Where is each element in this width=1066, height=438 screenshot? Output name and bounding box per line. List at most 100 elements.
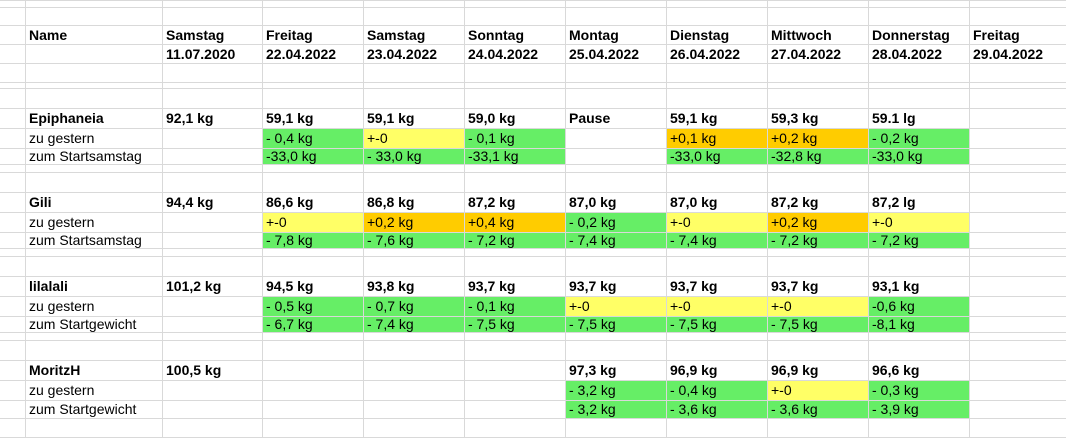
weight-value[interactable]: 59,3 kg (771, 110, 819, 126)
weight-value[interactable]: 59,1 kg (367, 110, 415, 126)
delta-cell[interactable]: - 0,4 kg (263, 129, 363, 148)
delta-cell[interactable]: - 7,4 kg (364, 317, 464, 332)
weight-value[interactable] (364, 361, 464, 380)
row-label[interactable]: zum Startgewicht (29, 401, 137, 417)
delta-cell[interactable] (970, 401, 1066, 418)
weight-value[interactable]: 59,1 kg (670, 110, 718, 126)
header-date[interactable]: 27.04.2022 (771, 46, 842, 62)
delta-cell[interactable] (566, 129, 666, 148)
weight-value[interactable]: 96,9 kg (670, 362, 718, 378)
delta-cell[interactable]: +-0 (667, 213, 767, 232)
delta-cell[interactable] (364, 381, 464, 400)
delta-cell[interactable]: - 3,6 kg (667, 401, 767, 418)
weight-value[interactable] (970, 361, 1066, 380)
delta-cell[interactable] (163, 233, 262, 248)
delta-cell[interactable] (970, 213, 1066, 232)
delta-cell[interactable]: - 7,2 kg (768, 233, 868, 248)
delta-cell[interactable] (465, 401, 565, 418)
header-date[interactable]: 25.04.2022 (569, 46, 640, 62)
delta-cell[interactable] (163, 149, 262, 164)
weight-value[interactable] (970, 277, 1066, 296)
delta-cell[interactable] (163, 401, 262, 418)
header-weekday[interactable]: Freitag (266, 27, 313, 43)
header-weekday[interactable]: Samstag (166, 27, 225, 43)
delta-cell[interactable] (970, 129, 1066, 148)
weight-value[interactable]: 59,0 kg (468, 110, 516, 126)
weight-value[interactable]: 86,8 kg (367, 194, 415, 210)
delta-cell[interactable]: -33,0 kg (667, 149, 767, 164)
weight-value[interactable]: 93,1 kg (872, 278, 920, 294)
weight-value[interactable]: 59.1 lg (872, 110, 916, 126)
delta-cell[interactable]: +-0 (364, 129, 464, 148)
weight-value[interactable]: 101,2 kg (166, 278, 222, 294)
header-date[interactable]: 26.04.2022 (670, 46, 741, 62)
delta-cell[interactable]: - 0,1 kg (465, 297, 565, 316)
row-label[interactable]: zum Startgewicht (29, 317, 137, 332)
delta-cell[interactable]: +0,1 kg (667, 129, 767, 148)
delta-cell[interactable]: +0,2 kg (364, 213, 464, 232)
header-weekday[interactable]: Donnerstag (872, 27, 950, 43)
delta-cell[interactable]: - 7,2 kg (465, 233, 565, 248)
delta-cell[interactable]: - 7,4 kg (667, 233, 767, 248)
row-label[interactable]: zu gestern (29, 382, 95, 398)
delta-cell[interactable]: - 0,2 kg (566, 213, 666, 232)
person-name[interactable]: lilalali (29, 278, 68, 294)
delta-cell[interactable]: - 7,8 kg (263, 233, 363, 248)
weight-value[interactable]: 86,6 kg (266, 194, 314, 210)
header-date[interactable]: 29.04.2022 (973, 46, 1044, 62)
header-date[interactable]: 11.07.2020 (166, 46, 236, 62)
delta-cell[interactable]: +-0 (667, 297, 767, 316)
delta-cell[interactable]: +0,2 kg (768, 129, 868, 148)
delta-cell[interactable]: +0,4 kg (465, 213, 565, 232)
delta-cell[interactable]: - 6,7 kg (263, 317, 363, 332)
weight-value[interactable]: 87,0 kg (569, 194, 617, 210)
weight-value[interactable] (263, 361, 363, 380)
delta-cell[interactable] (970, 297, 1066, 316)
row-label[interactable]: zum Startsamstag (29, 233, 142, 248)
delta-cell[interactable]: - 0,4 kg (667, 381, 767, 400)
delta-cell[interactable]: +0,2 kg (768, 213, 868, 232)
person-name[interactable]: Epiphaneia (29, 110, 104, 126)
weight-value[interactable]: 93,8 kg (367, 278, 415, 294)
delta-cell[interactable] (970, 381, 1066, 400)
delta-cell[interactable]: - 0,7 kg (364, 297, 464, 316)
weight-value[interactable]: 93,7 kg (468, 278, 516, 294)
delta-cell[interactable]: - 33,0 kg (364, 149, 464, 164)
header-date[interactable]: 24.04.2022 (468, 46, 539, 62)
delta-cell[interactable]: - 7,5 kg (768, 317, 868, 332)
delta-cell[interactable]: - 0,2 kg (869, 129, 969, 148)
weight-value[interactable]: 87,2 kg (468, 194, 516, 210)
weight-value[interactable]: 100,5 kg (166, 362, 222, 378)
delta-cell[interactable]: +-0 (768, 381, 868, 400)
header-name[interactable]: Name (29, 27, 68, 43)
row-label[interactable]: zum Startsamstag (29, 149, 142, 164)
delta-cell[interactable]: - 0,5 kg (263, 297, 363, 316)
row-label[interactable]: zu gestern (29, 298, 95, 314)
weight-value[interactable]: 93,7 kg (569, 278, 617, 294)
delta-cell[interactable]: - 7,5 kg (566, 317, 666, 332)
delta-cell[interactable] (364, 401, 464, 418)
delta-cell[interactable]: -33,0 kg (263, 149, 363, 164)
row-label[interactable]: zu gestern (29, 130, 95, 146)
delta-cell[interactable] (263, 401, 363, 418)
weight-value[interactable]: 93,7 kg (771, 278, 819, 294)
delta-cell[interactable]: - 3,2 kg (566, 401, 666, 418)
weight-value[interactable]: 94,5 kg (266, 278, 314, 294)
delta-cell[interactable] (163, 317, 262, 332)
delta-cell[interactable] (163, 381, 262, 400)
header-date[interactable]: 28.04.2022 (872, 46, 943, 62)
weight-value[interactable]: 97,3 kg (569, 362, 617, 378)
delta-cell[interactable] (970, 149, 1066, 164)
delta-cell[interactable]: - 7,6 kg (364, 233, 464, 248)
delta-cell[interactable]: -0,6 kg (869, 297, 969, 316)
weight-value[interactable]: 87,0 kg (670, 194, 718, 210)
delta-cell[interactable] (163, 129, 262, 148)
delta-cell[interactable] (163, 213, 262, 232)
weight-value[interactable]: 93,7 kg (670, 278, 718, 294)
weight-value[interactable]: 94,4 kg (166, 194, 214, 210)
weight-value[interactable]: 96,6 kg (872, 362, 920, 378)
delta-cell[interactable]: - 3,6 kg (768, 401, 868, 418)
header-weekday[interactable]: Freitag (973, 27, 1020, 43)
person-name[interactable]: Gili (29, 194, 52, 210)
weight-value[interactable]: Pause (569, 110, 611, 126)
